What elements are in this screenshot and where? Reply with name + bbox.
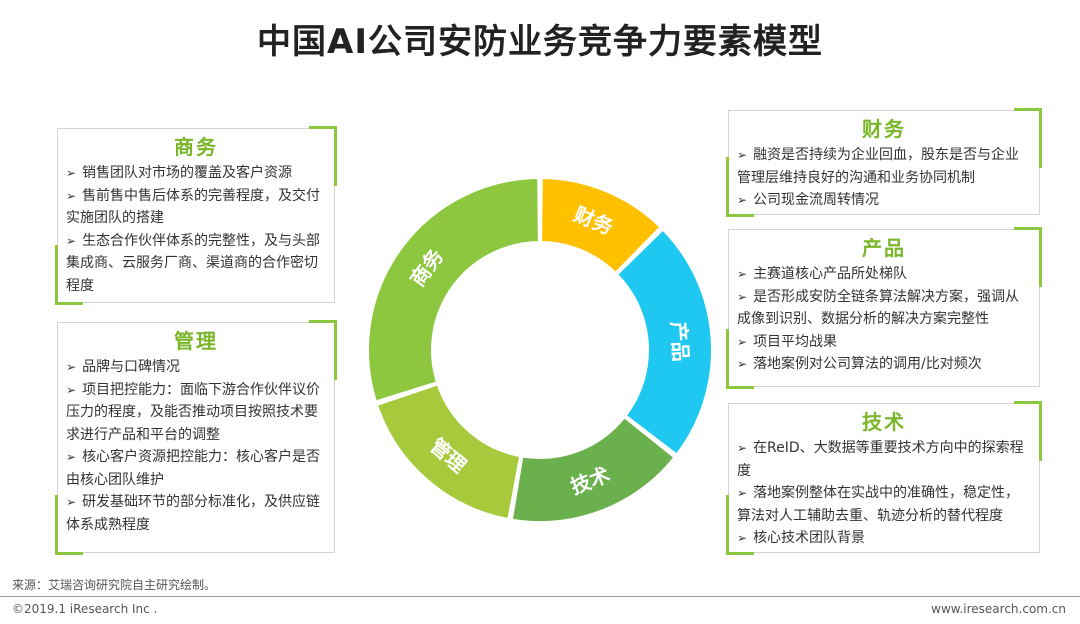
copyright: ©2019.1 iResearch Inc . xyxy=(12,602,158,616)
business-card: 商务 ➢ 销售团队对市场的覆盖及客户资源 ➢ 售前售中售后体系的完善程度，及交付实施团… xyxy=(55,126,337,305)
bullet-arrow-icon: ➢ xyxy=(66,495,77,509)
website-link[interactable]: www.iresearch.com.cn xyxy=(931,602,1066,616)
card-item: ➢ 核心客户资源把控能力：核心客户是否由核心团队维护 xyxy=(66,446,326,491)
bullet-arrow-icon: ➢ xyxy=(737,441,748,455)
corner-accent xyxy=(309,126,337,186)
card-list: ➢ 在ReID、大数据等重要技术方向中的探索程度 ➢ 落地案例整体在实战中的准确性，稳… xyxy=(737,437,1031,550)
bullet-arrow-icon: ➢ xyxy=(737,267,748,281)
finance-card: 财务 ➢ 融资是否持续为企业回血，股东是否与企业管理层维持良好的沟通和业务协同机制… xyxy=(726,108,1042,217)
card-item: ➢ 品牌与口碑情况 xyxy=(66,356,326,379)
bullet-arrow-icon: ➢ xyxy=(737,334,748,349)
card-item-text: 售前售中售后体系的完善程度，及交付实施团队的搭建 xyxy=(66,187,321,227)
bullet-arrow-icon: ➢ xyxy=(737,486,748,500)
card-item: ➢ 在ReID、大数据等重要技术方向中的探索程度 xyxy=(737,437,1031,482)
card-list: ➢ 主赛道核心产品所处梯队 ➢ 是否形成安防全链条算法解决方案，强调从成像到识别、数据… xyxy=(737,263,1031,376)
donut-segment xyxy=(375,383,522,521)
card-title: 产品 xyxy=(862,236,906,260)
corner-accent xyxy=(726,157,754,217)
card-item: ➢ 融资是否持续为企业回血，股东是否与企业管理层维持良好的沟通和业务协同机制 xyxy=(737,144,1031,189)
card-item: ➢ 项目把控能力：面临下游合作伙伴议价压力的程度，及能否推动项目按照技术要求进行产… xyxy=(66,379,326,447)
bullet-arrow-icon: ➢ xyxy=(737,148,748,162)
corner-accent xyxy=(1014,108,1042,168)
bullet-arrow-icon: ➢ xyxy=(66,360,77,374)
card-title: 管理 xyxy=(174,329,218,353)
card-item: ➢ 项目平均战果 xyxy=(737,331,1031,354)
tech-card: 技术 ➢ 在ReID、大数据等重要技术方向中的探索程度 ➢ 落地案例整体在实战中的准确… xyxy=(726,401,1042,555)
card-item-text: 融资是否持续为企业回血，股东是否与企业管理层维持良好的沟通和业务协同机制 xyxy=(737,147,1020,186)
card-list: ➢ 销售团队对市场的覆盖及客户资源 ➢ 售前售中售后体系的完善程度，及交付实施团队的搭… xyxy=(66,162,326,297)
donut-segment xyxy=(367,176,540,403)
card-item-text: 核心客户资源把控能力：核心客户是否由核心团队维护 xyxy=(66,449,321,488)
bullet-arrow-icon: ➢ xyxy=(66,382,77,397)
corner-accent xyxy=(309,320,337,380)
card-item-text: 品牌与口碑情况 xyxy=(82,359,181,375)
card-item: ➢ 落地案例对公司算法的调用/比对频次 xyxy=(737,353,1031,376)
card-title: 技术 xyxy=(862,410,906,434)
donut-segment-label: 产品 xyxy=(667,321,693,362)
card-title: 商务 xyxy=(174,135,218,159)
card-item-text: 项目平均战果 xyxy=(753,333,838,350)
bullet-arrow-icon: ➢ xyxy=(737,193,748,207)
card-item-text: 销售团队对市场的覆盖及客户资源 xyxy=(82,165,293,181)
bullet-arrow-icon: ➢ xyxy=(66,233,77,248)
card-item: ➢ 生态合作伙伴体系的完整性，及与头部集成商、云服务厂商、渠道商的合作密切程度 xyxy=(66,230,326,298)
card-item-text: 主赛道核心产品所处梯队 xyxy=(753,266,908,282)
product-card: 产品 ➢ 主赛道核心产品所处梯队 ➢ 是否形成安防全链条算法解决方案，强调从成像到识别… xyxy=(726,227,1042,389)
card-item-text: 项目把控能力：面临下游合作伙伴议价压力的程度，及能否推动项目按照技术要求进行产品… xyxy=(66,381,321,443)
bullet-arrow-icon: ➢ xyxy=(737,531,748,545)
bullet-arrow-icon: ➢ xyxy=(737,289,748,304)
card-item: ➢ 主赛道核心产品所处梯队 xyxy=(737,263,1031,286)
page-title: 中国AI公司安防业务竞争力要素模型 xyxy=(257,22,823,62)
management-card: 管理 ➢ 品牌与口碑情况 ➢ 项目把控能力：面临下游合作伙伴议价压力的程度，及能否推动… xyxy=(55,320,337,555)
corner-accent xyxy=(1014,227,1042,287)
corner-accent xyxy=(1014,401,1042,461)
donut-segment xyxy=(540,176,662,275)
bullet-arrow-icon: ➢ xyxy=(66,188,77,203)
card-item: ➢ 落地案例整体在实战中的准确性，稳定性，算法对人工辅助去重、轨迹分析的替代程度 xyxy=(737,482,1031,527)
card-title: 财务 xyxy=(862,117,906,141)
card-list: ➢ 品牌与口碑情况 ➢ 项目把控能力：面临下游合作伙伴议价压力的程度，及能否推动项目按… xyxy=(66,356,326,536)
card-item: ➢ 售前售中售后体系的完善程度，及交付实施团队的搭建 xyxy=(66,185,326,230)
card-item-text: 公司现金流周转情况 xyxy=(753,192,880,208)
card-item-text: 研发基础环节的部分标准化，及供应链体系成熟程度 xyxy=(66,494,321,533)
card-item-text: 是否形成安防全链条算法解决方案，强调从成像到识别、数据分析的解决方案完整性 xyxy=(737,288,1020,328)
card-item-text: 落地案例对公司算法的调用/比对频次 xyxy=(753,356,982,372)
card-item-text: 在ReID、大数据等重要技术方向中的探索程度 xyxy=(737,440,1024,479)
source-note: 来源：艾瑞咨询研究院自主研究绘制。 xyxy=(12,578,217,592)
card-list: ➢ 融资是否持续为企业回血，股东是否与企业管理层维持良好的沟通和业务协同机制 ➢ 公司… xyxy=(737,144,1031,212)
card-item: ➢ 公司现金流周转情况 xyxy=(737,189,1031,212)
corner-accent xyxy=(726,495,754,555)
card-item: ➢ 销售团队对市场的覆盖及客户资源 xyxy=(66,162,326,185)
bullet-arrow-icon: ➢ xyxy=(66,166,77,180)
card-item-text: 核心技术团队背景 xyxy=(753,530,866,546)
card-item: ➢ 研发基础环节的部分标准化，及供应链体系成熟程度 xyxy=(66,491,326,536)
card-item-text: 生态合作伙伴体系的完整性，及与头部集成商、云服务厂商、渠道商的合作密切程度 xyxy=(66,232,321,294)
corner-accent xyxy=(55,495,83,555)
donut-segment xyxy=(510,415,676,523)
corner-accent xyxy=(55,245,83,305)
card-item: ➢ 是否形成安防全链条算法解决方案，强调从成像到识别、数据分析的解决方案完整性 xyxy=(737,286,1031,331)
footer-divider xyxy=(0,596,1080,597)
donut-segment xyxy=(615,228,713,456)
corner-accent xyxy=(726,329,754,389)
card-item: ➢ 核心技术团队背景 xyxy=(737,527,1031,550)
card-item-text: 落地案例整体在实战中的准确性，稳定性，算法对人工辅助去重、轨迹分析的替代程度 xyxy=(737,485,1020,524)
bullet-arrow-icon: ➢ xyxy=(66,450,77,464)
bullet-arrow-icon: ➢ xyxy=(737,357,748,371)
